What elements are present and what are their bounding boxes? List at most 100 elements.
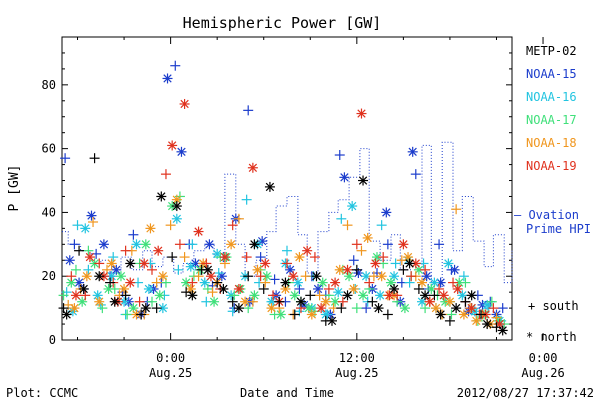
data-point-noaa-17	[330, 296, 341, 307]
data-point-metp-02	[109, 296, 120, 307]
data-point-noaa-19	[364, 277, 375, 288]
data-point-noaa-18	[240, 296, 251, 307]
point-star-d2	[276, 310, 285, 319]
data-point-noaa-19	[120, 245, 131, 256]
data-point-noaa-18	[69, 303, 80, 314]
plot-frame	[61, 36, 513, 341]
data-point-noaa-19	[160, 169, 171, 180]
data-point-noaa-16	[292, 277, 303, 288]
point-star-d2	[126, 278, 135, 287]
point-star-d2	[482, 319, 492, 329]
data-point-noaa-15	[111, 264, 122, 275]
data-point-noaa-19	[80, 290, 91, 301]
data-point-noaa-19	[125, 277, 136, 288]
data-point-noaa-18	[252, 264, 263, 275]
data-point-noaa-19	[147, 264, 157, 275]
data-point-noaa-19	[247, 162, 258, 173]
point-star-d2	[455, 278, 464, 287]
data-point-metp-02	[466, 290, 477, 301]
data-point-noaa-15	[382, 239, 393, 250]
point-star-d2	[459, 310, 469, 319]
point-star-d2	[296, 297, 306, 306]
point-star-d2	[82, 272, 92, 281]
data-point-metp-02	[264, 181, 275, 192]
y-tick-label: 0	[49, 333, 56, 347]
point-star-d2	[330, 278, 340, 287]
data-point-noaa-18	[342, 220, 353, 231]
series-noaa-19-north	[70, 98, 505, 330]
point-star-d2	[436, 310, 445, 319]
data-point-metp-02	[89, 153, 100, 164]
x-tick-label-time: 0:00	[156, 351, 185, 365]
data-point-metp-02	[382, 309, 393, 320]
data-point-noaa-18	[280, 283, 291, 294]
data-point-noaa-19	[84, 252, 95, 263]
point-star-d2	[347, 201, 357, 211]
point-star-d2	[62, 310, 71, 319]
point-star-d2	[307, 310, 317, 319]
data-point-noaa-17	[351, 303, 362, 314]
data-point-metp-02	[156, 191, 167, 202]
data-point-noaa-18	[306, 309, 317, 320]
legend-entry-noaa-15: NOAA-15	[526, 67, 577, 81]
point-star-d2	[295, 252, 304, 262]
point-star-d2	[132, 240, 141, 249]
data-point-noaa-16	[108, 252, 119, 263]
point-star-d2	[141, 303, 150, 313]
point-star-d2	[330, 297, 340, 306]
point-star-d2	[371, 259, 380, 268]
data-point-noaa-15	[449, 264, 460, 275]
data-point-noaa-15	[162, 73, 173, 84]
data-point-noaa-17	[103, 283, 114, 294]
data-point-noaa-15	[435, 277, 446, 288]
point-star-d2	[340, 173, 349, 182]
point-star-d2	[155, 291, 164, 300]
data-point-noaa-16	[404, 277, 415, 288]
point-star-d2	[200, 278, 209, 287]
point-star-d2	[312, 272, 321, 281]
point-star-d2	[234, 303, 244, 313]
data-point-metp-02	[94, 271, 105, 282]
footer-plot-credit: Plot: CCMC	[6, 386, 78, 400]
point-star-d2	[321, 297, 330, 306]
point-star-d2	[119, 297, 129, 306]
point-star-d2	[107, 259, 116, 268]
data-point-noaa-19	[302, 245, 313, 256]
data-point-noaa-17	[275, 309, 286, 320]
point-star-d2	[414, 265, 424, 275]
point-star-d2	[281, 278, 290, 287]
point-star-d2	[158, 303, 168, 313]
point-star-d2	[205, 240, 214, 249]
data-point-noaa-18	[314, 290, 325, 301]
point-star-d2	[357, 109, 366, 118]
data-point-metp-02	[444, 315, 455, 326]
data-point-metp-02	[78, 283, 89, 294]
data-point-noaa-19	[66, 271, 77, 282]
data-point-noaa-19	[268, 290, 279, 301]
data-point-noaa-18	[320, 296, 331, 307]
point-star-d2	[188, 291, 197, 300]
point-star-d2	[250, 240, 259, 249]
data-point-noaa-17	[209, 296, 220, 307]
data-point-noaa-19	[309, 252, 320, 263]
point-star-d2	[289, 272, 298, 281]
data-point-noaa-17	[229, 290, 240, 301]
data-point-metp-02	[358, 175, 369, 186]
legend-entry-noaa-16: NOAA-16	[526, 90, 577, 104]
data-point-noaa-16	[266, 296, 277, 307]
point-star-d2	[71, 291, 81, 300]
data-point-noaa-19	[227, 220, 238, 231]
point-star-d2	[377, 272, 386, 281]
data-point-noaa-19	[356, 108, 367, 119]
data-point-noaa-15	[334, 150, 345, 161]
data-point-noaa-18	[193, 271, 204, 282]
data-point-noaa-16	[482, 299, 493, 310]
point-star-d2	[186, 284, 195, 294]
legend-north-marker: * north	[526, 330, 577, 344]
point-star-d2	[372, 252, 382, 262]
point-star-d2	[107, 272, 116, 281]
data-point-noaa-17	[83, 245, 94, 256]
data-point-noaa-16	[83, 264, 94, 275]
data-point-metp-02	[227, 296, 238, 307]
x-tick-label-date: Aug.25	[335, 366, 378, 380]
